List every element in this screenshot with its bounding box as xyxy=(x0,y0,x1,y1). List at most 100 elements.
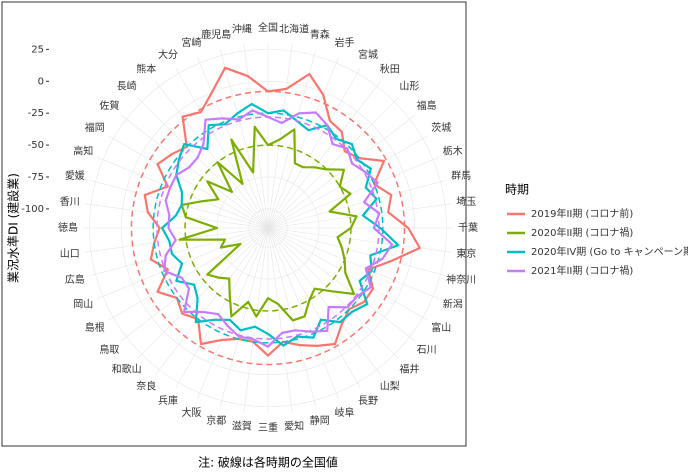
spoke xyxy=(267,227,381,375)
category-label: 北海道 xyxy=(279,23,309,36)
spoke xyxy=(267,227,293,412)
category-label: 静岡 xyxy=(310,414,330,427)
spoke xyxy=(89,227,269,277)
category-label: 徳島 xyxy=(58,221,78,234)
category-label: 福島 xyxy=(417,99,437,112)
category-label: 長野 xyxy=(358,395,378,407)
category-label: 山口 xyxy=(60,248,80,260)
spoke xyxy=(175,227,269,389)
spoke xyxy=(175,67,269,229)
spoke xyxy=(267,96,400,229)
spoke xyxy=(267,179,447,229)
category-label: 大分 xyxy=(158,48,178,61)
spoke xyxy=(267,227,429,321)
category-label: 佐賀 xyxy=(99,100,119,112)
category-label: 島根 xyxy=(85,321,105,334)
category-label: 富山 xyxy=(431,321,451,334)
y-tick-label: -100 xyxy=(21,204,44,215)
spoke xyxy=(219,49,269,229)
legend-title: 時期 xyxy=(505,183,529,197)
category-label: 埼玉 xyxy=(456,195,476,208)
y-tick-label: -50 xyxy=(28,140,44,151)
spoke xyxy=(267,227,440,300)
category-label: 鳥取 xyxy=(99,343,119,356)
spoke xyxy=(267,115,415,229)
spoke xyxy=(267,44,293,229)
series-line xyxy=(143,66,421,357)
y-tick-label: -25 xyxy=(28,108,44,119)
caption: 注: 破線は各時期の全国値 xyxy=(198,455,338,470)
category-label: 愛知 xyxy=(284,419,304,432)
category-label: 秋田 xyxy=(380,62,400,75)
category-label: 京都 xyxy=(206,414,226,427)
spoke xyxy=(267,227,400,360)
y-axis-label: 業況水準DI (建設業) xyxy=(6,173,21,283)
category-label: 全国 xyxy=(258,21,278,34)
series-line xyxy=(178,125,358,322)
spoke xyxy=(107,135,269,229)
category-label: 滋賀 xyxy=(232,419,252,432)
category-label: 宮崎 xyxy=(181,36,201,49)
category-label: 三重 xyxy=(258,421,278,434)
spoke xyxy=(219,227,269,407)
spoke xyxy=(136,227,269,360)
spoke xyxy=(267,156,440,229)
spoke xyxy=(267,81,381,229)
spoke xyxy=(89,179,269,229)
legend-label: 2019年II期 (コロナ前) xyxy=(531,207,633,220)
category-label: 東京 xyxy=(456,247,476,260)
category-label: 岩手 xyxy=(335,36,355,49)
category-label: 群馬 xyxy=(451,169,471,182)
spoke xyxy=(243,44,269,229)
spoke xyxy=(267,67,361,229)
y-tick-label: 25 xyxy=(31,44,44,55)
spoke xyxy=(267,227,452,253)
spoke xyxy=(267,227,447,277)
panel-border xyxy=(1,1,467,447)
y-tick-label: -75 xyxy=(28,172,44,183)
category-label: 沖縄 xyxy=(232,23,252,36)
category-label: 福井 xyxy=(399,362,419,375)
spoke xyxy=(267,56,340,229)
category-label: 広島 xyxy=(65,273,85,286)
spoke xyxy=(267,227,415,341)
spoke xyxy=(267,203,452,229)
category-label: 鹿児島 xyxy=(201,28,231,41)
category-label: 茨城 xyxy=(431,121,451,134)
spoke xyxy=(196,227,269,400)
legend-label: 2020年II期 (コロナ禍) xyxy=(531,226,633,239)
category-label: 山形 xyxy=(399,81,419,93)
spoke xyxy=(243,227,269,412)
category-label: 福岡 xyxy=(85,121,105,134)
legend-label: 2021年II期 (コロナ禍) xyxy=(531,264,633,277)
spoke xyxy=(267,227,317,407)
category-label: 千葉 xyxy=(458,221,478,234)
category-label: 栃木 xyxy=(443,144,463,157)
category-label: 愛媛 xyxy=(65,169,85,182)
category-label: 石川 xyxy=(417,345,437,356)
category-label: 奈良 xyxy=(136,380,156,393)
category-label: 高知 xyxy=(73,144,93,157)
series-line xyxy=(163,109,394,348)
spoke xyxy=(121,115,269,229)
category-label: 青森 xyxy=(310,28,330,41)
category-label: 香川 xyxy=(60,196,80,208)
category-label: 長崎 xyxy=(117,80,137,93)
y-tick-label: 0 xyxy=(38,76,44,87)
category-label: 神奈川 xyxy=(446,273,476,286)
category-label: 和歌山 xyxy=(112,362,142,375)
category-label: 大阪 xyxy=(181,406,201,419)
category-label: 宮城 xyxy=(358,48,378,61)
spoke xyxy=(136,96,269,229)
category-label: 新潟 xyxy=(443,298,463,311)
spoke xyxy=(155,227,269,375)
legend-label: 2020年IV期 (Go to キャンペーン期間) xyxy=(531,245,688,258)
category-label: 山梨 xyxy=(380,380,400,393)
category-label: 熊本 xyxy=(136,62,156,75)
spoke xyxy=(267,49,317,229)
spoke xyxy=(267,227,361,389)
spoke xyxy=(267,227,340,400)
category-label: 岡山 xyxy=(73,299,93,311)
category-label: 岐阜 xyxy=(335,406,355,419)
